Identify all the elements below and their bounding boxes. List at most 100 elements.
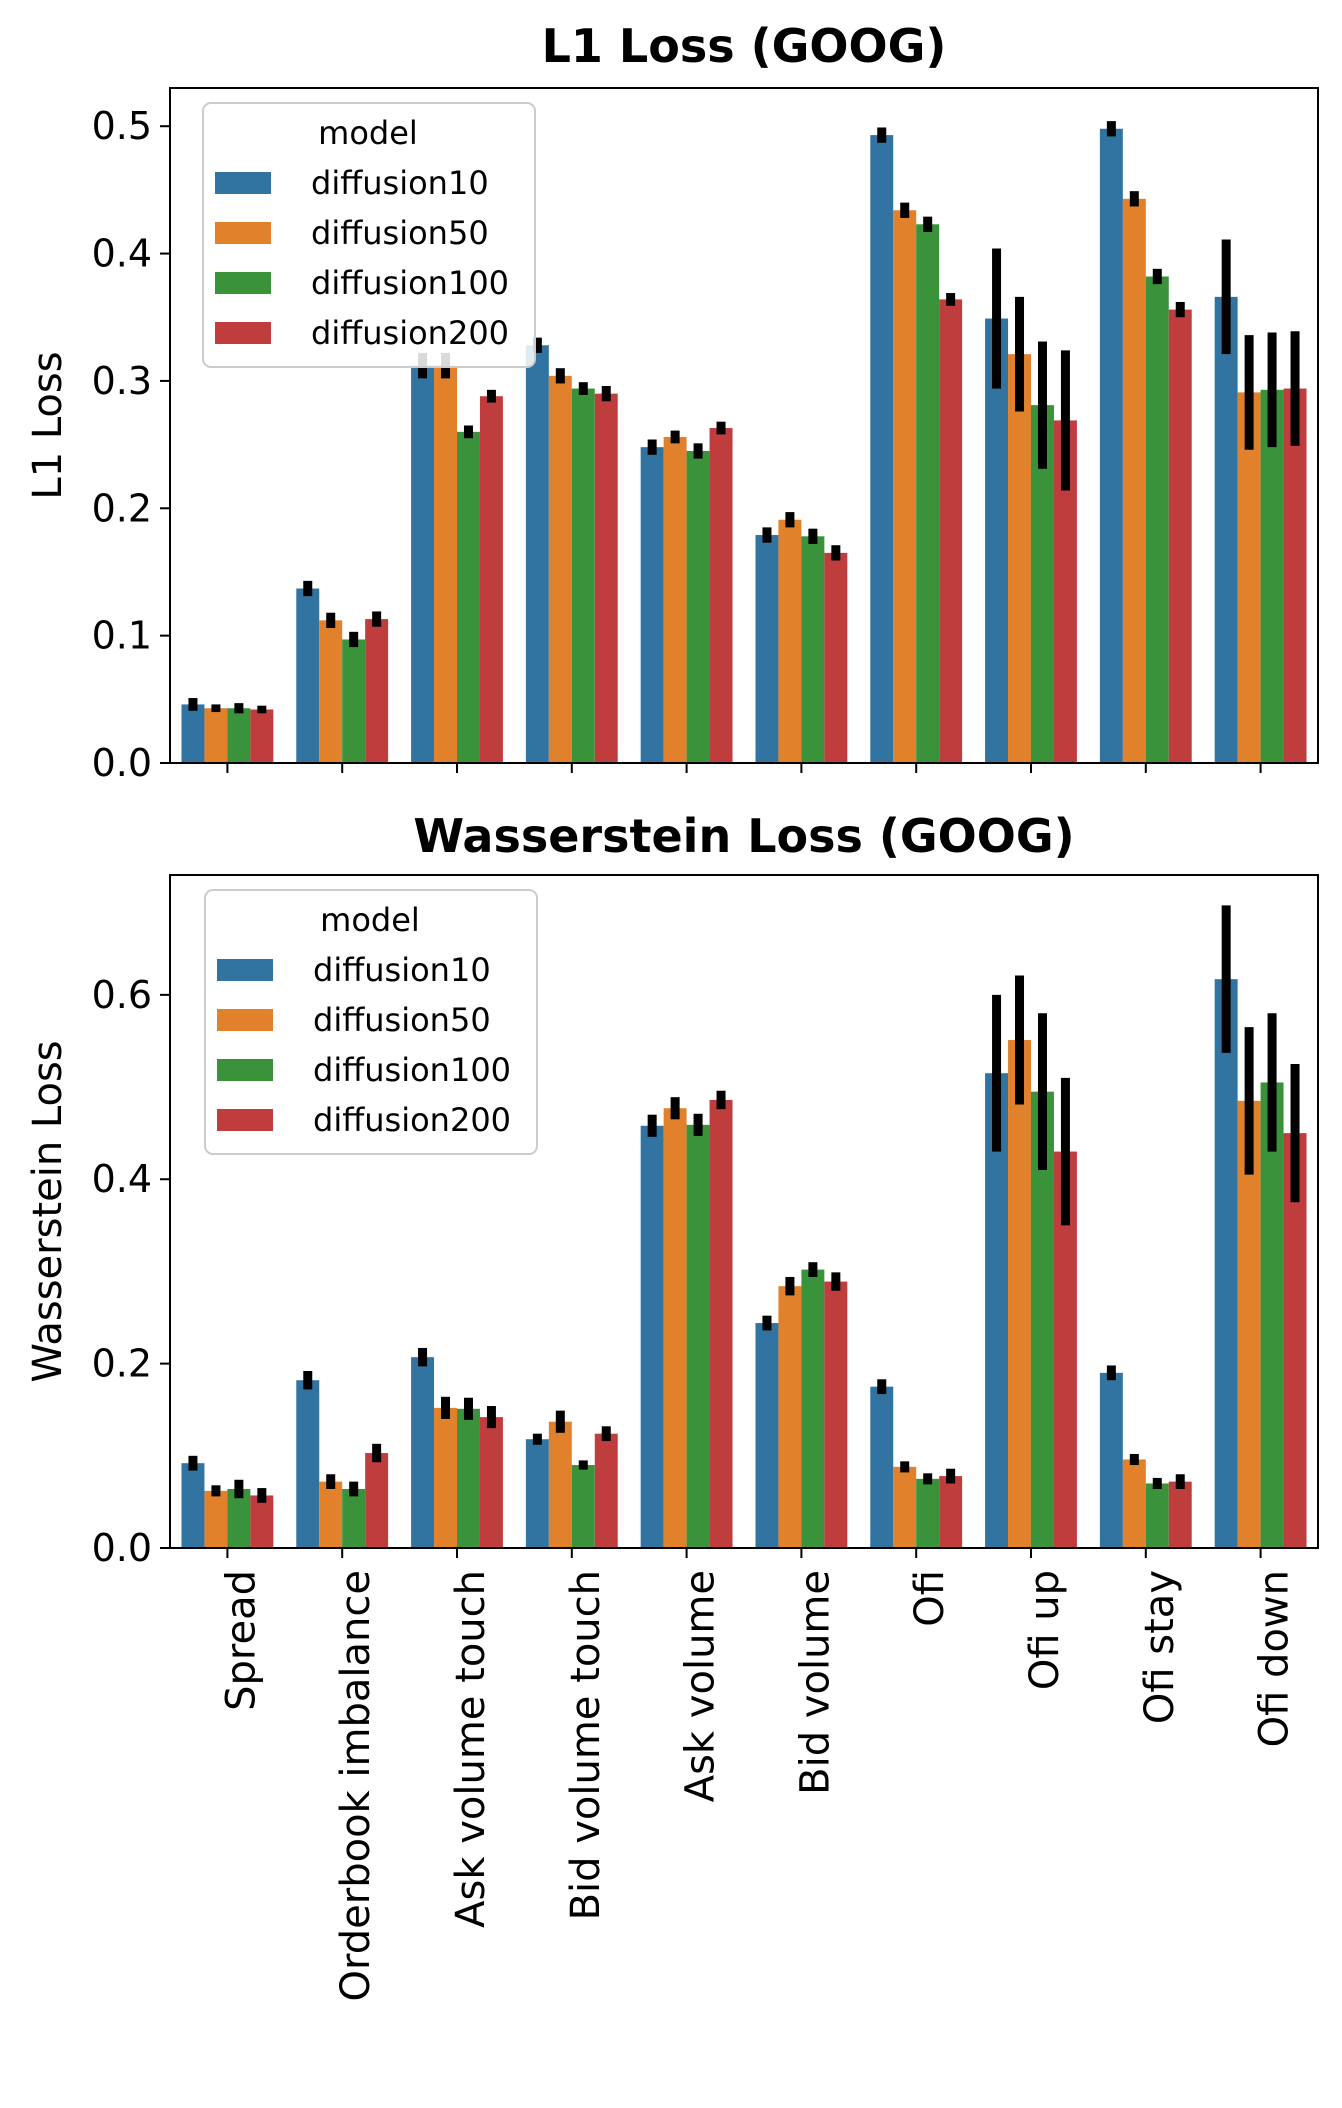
bar-diffusion50 <box>548 1421 572 1548</box>
x-tick-label: Bid volume <box>792 1570 838 1795</box>
x-tick-label: Ofi stay <box>1137 1570 1183 1724</box>
bar-diffusion100 <box>342 1488 366 1548</box>
axes-frame <box>169 874 1319 1549</box>
legend-swatch-diffusion200 <box>215 322 271 344</box>
legend-label-diffusion50: diffusion50 <box>311 214 489 252</box>
bar-diffusion200 <box>824 1281 848 1548</box>
legend-swatch-diffusion200 <box>217 1109 273 1131</box>
bar-diffusion50 <box>1237 1100 1261 1548</box>
bar-diffusion50 <box>204 1490 228 1548</box>
bar-diffusion50 <box>893 210 917 763</box>
bar-diffusion200 <box>594 393 618 763</box>
bar-diffusion100 <box>1031 1091 1054 1548</box>
bar-diffusion10 <box>411 365 435 763</box>
x-tick-label: Orderbook imbalance <box>333 1570 379 2001</box>
legend-title: model <box>318 114 418 152</box>
bar-diffusion100 <box>227 1488 251 1548</box>
bar-diffusion10 <box>525 1439 549 1548</box>
wasserstein-loss-chart: Wasserstein Loss (GOOG) Wasserstein Loss 0… <box>25 809 1319 2001</box>
y-tick-label: 0.4 <box>92 1157 152 1201</box>
bar-diffusion50 <box>319 1481 343 1548</box>
bar-diffusion100 <box>227 708 251 763</box>
legend-title: model <box>320 901 420 939</box>
bar-diffusion200 <box>1168 1481 1192 1548</box>
bar-diffusion50 <box>1237 392 1261 763</box>
bar-diffusion100 <box>916 1478 940 1548</box>
bar-diffusion50 <box>1008 1040 1031 1548</box>
legend-swatch-diffusion100 <box>215 272 271 294</box>
bar-diffusion50 <box>778 519 802 763</box>
x-tick-label: Ask volume <box>678 1570 724 1802</box>
bar-diffusion50 <box>319 620 343 763</box>
bar-diffusion100 <box>916 224 940 764</box>
bar-diffusion100 <box>1145 1483 1169 1548</box>
legend-swatch-diffusion10 <box>215 172 271 194</box>
bar-diffusion100 <box>801 1269 825 1548</box>
bar-diffusion200 <box>1053 420 1077 763</box>
bar-diffusion50 <box>778 1286 802 1548</box>
bar-diffusion10 <box>181 1463 205 1548</box>
bar-diffusion50 <box>204 708 228 763</box>
y-tick-label: 0.1 <box>92 614 152 658</box>
legend-box <box>204 889 538 1155</box>
x-tick-label: Ofi <box>907 1570 953 1627</box>
bar-diffusion200 <box>939 299 963 763</box>
bar-diffusion200 <box>594 1433 618 1548</box>
l1-loss-chart: L1 Loss (GOOG) L1 Loss 0.0 0.1 0.2 0.3 0.4 0.5 m… <box>25 19 1319 785</box>
bar-diffusion10 <box>870 1386 894 1548</box>
bar-diffusion200 <box>250 709 274 763</box>
bar-diffusion100 <box>342 639 366 763</box>
y-tick-label: 0.5 <box>92 104 152 148</box>
x-tick-label: Ofi up <box>1022 1570 1068 1690</box>
bar-diffusion10 <box>525 345 549 763</box>
bar-diffusion10 <box>755 1323 779 1548</box>
bar-diffusion10 <box>1099 1372 1123 1548</box>
bar-diffusion200 <box>479 396 503 763</box>
x-tick-label: Spread <box>218 1570 264 1711</box>
bar-diffusion200 <box>1168 309 1192 763</box>
bar-diffusion50 <box>434 1407 457 1548</box>
bar-diffusion100 <box>1145 276 1169 763</box>
bar-diffusion100 <box>457 1408 480 1548</box>
legend-label-diffusion100: diffusion100 <box>313 1051 511 1089</box>
y-axis-label: L1 Loss <box>25 351 71 499</box>
legend-swatch-diffusion50 <box>217 1009 273 1031</box>
bar-diffusion100 <box>686 1124 710 1548</box>
bar-diffusion200 <box>1283 388 1307 763</box>
y-tick-label: 0.3 <box>92 359 152 403</box>
bar-diffusion10 <box>640 447 664 763</box>
axes-frame <box>169 87 1319 764</box>
bar-diffusion200 <box>939 1476 963 1548</box>
legend-label-diffusion10: diffusion10 <box>313 951 491 989</box>
legend-box <box>202 102 536 368</box>
legend-swatch-diffusion50 <box>215 222 271 244</box>
bar-diffusion100 <box>1031 405 1054 763</box>
bar-diffusion200 <box>709 1099 733 1548</box>
x-tick-label: Bid volume touch <box>563 1570 609 1920</box>
chart-title: Wasserstein Loss (GOOG) <box>413 809 1074 863</box>
bar-diffusion10 <box>296 588 320 763</box>
bar-diffusion200 <box>250 1495 274 1548</box>
bar-diffusion10 <box>181 704 205 763</box>
bar-diffusion200 <box>709 428 733 763</box>
bar-diffusion100 <box>801 536 825 763</box>
bar-diffusion50 <box>663 436 687 763</box>
x-tick-label: Ask volume touch <box>448 1570 494 1928</box>
x-tick-label: Ofi down <box>1252 1570 1298 1747</box>
legend-label-diffusion10: diffusion10 <box>311 164 489 202</box>
bar-diffusion50 <box>1008 354 1031 763</box>
bar-diffusion100 <box>1260 389 1284 763</box>
bar-diffusion200 <box>1053 1151 1077 1548</box>
bar-diffusion50 <box>1122 198 1146 763</box>
bar-diffusion10 <box>1214 296 1238 763</box>
chart-title: L1 Loss (GOOG) <box>542 19 947 73</box>
bar-diffusion200 <box>365 619 389 763</box>
y-tick-label: 0.2 <box>92 1342 152 1386</box>
bar-diffusion50 <box>434 365 457 763</box>
bar-diffusion50 <box>548 375 572 763</box>
bar-diffusion10 <box>755 535 779 763</box>
y-tick-label: 0.0 <box>92 1526 152 1570</box>
bar-diffusion10 <box>640 1125 664 1548</box>
bar-diffusion200 <box>1283 1133 1307 1548</box>
